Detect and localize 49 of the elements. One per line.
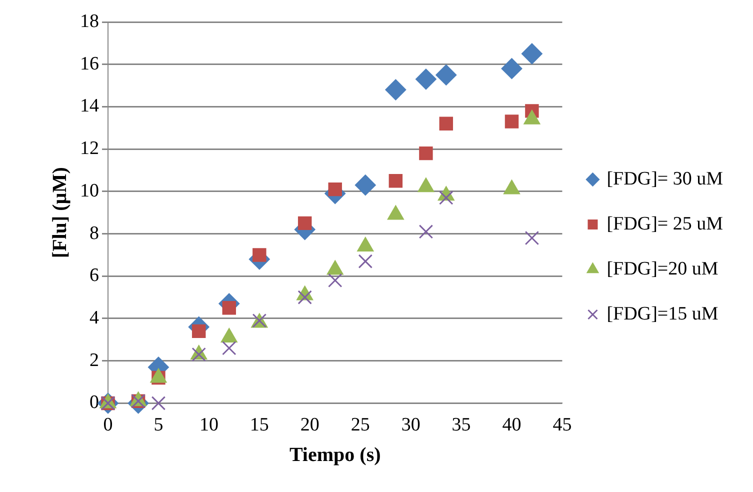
legend-label: [FDG]=20 uM [606, 258, 718, 280]
y-tick-label: 14 [80, 96, 100, 117]
point [328, 273, 342, 288]
point [385, 79, 406, 100]
x-tick-label: 15 [250, 414, 269, 436]
x-axis-title: Tiempo (s) [289, 444, 381, 466]
x-tick-label: 20 [300, 414, 320, 436]
point [418, 224, 434, 239]
y-tick-label: 18 [80, 10, 99, 32]
point [252, 248, 266, 262]
point [524, 230, 540, 246]
x-tick-label: 30 [401, 414, 420, 436]
x-tick-label: 35 [452, 414, 471, 436]
x-tick-label: 40 [502, 414, 522, 436]
point [439, 190, 454, 205]
point [354, 174, 376, 196]
y-tick-label: 0 [90, 392, 99, 414]
point [436, 64, 457, 86]
point [298, 290, 312, 304]
point [151, 396, 166, 410]
x-tick-label: 0 [103, 414, 113, 436]
y-tick-label: 4 [90, 307, 100, 328]
point [439, 116, 454, 131]
point [504, 114, 519, 128]
point [415, 68, 436, 90]
point [358, 254, 373, 268]
legend-label: [FDG]= 25 uM [606, 213, 724, 234]
point [419, 146, 433, 160]
point [192, 324, 206, 338]
point [521, 43, 542, 64]
legend-label: [FDG]= 30 uM [606, 168, 724, 190]
y-tick-label: 6 [90, 265, 99, 286]
y-tick-label: 12 [80, 138, 99, 160]
y-tick-label: 16 [80, 53, 99, 74]
point [328, 182, 342, 196]
y-axis-title: [Flu] (µM) [49, 167, 72, 258]
y-tick-label: 2 [90, 350, 99, 371]
x-tick-label: 25 [350, 414, 370, 436]
y-tick-label: 8 [90, 222, 99, 244]
point [222, 341, 236, 356]
point [298, 216, 312, 230]
x-tick-label: 45 [552, 414, 572, 436]
point [388, 174, 403, 188]
x-tick-label: 5 [154, 414, 164, 436]
x-tick-label: 10 [199, 414, 218, 436]
y-tick-label: 10 [80, 180, 99, 202]
point [501, 58, 522, 80]
point [222, 301, 236, 315]
legend-label: [FDG]=15 uM [606, 303, 718, 324]
